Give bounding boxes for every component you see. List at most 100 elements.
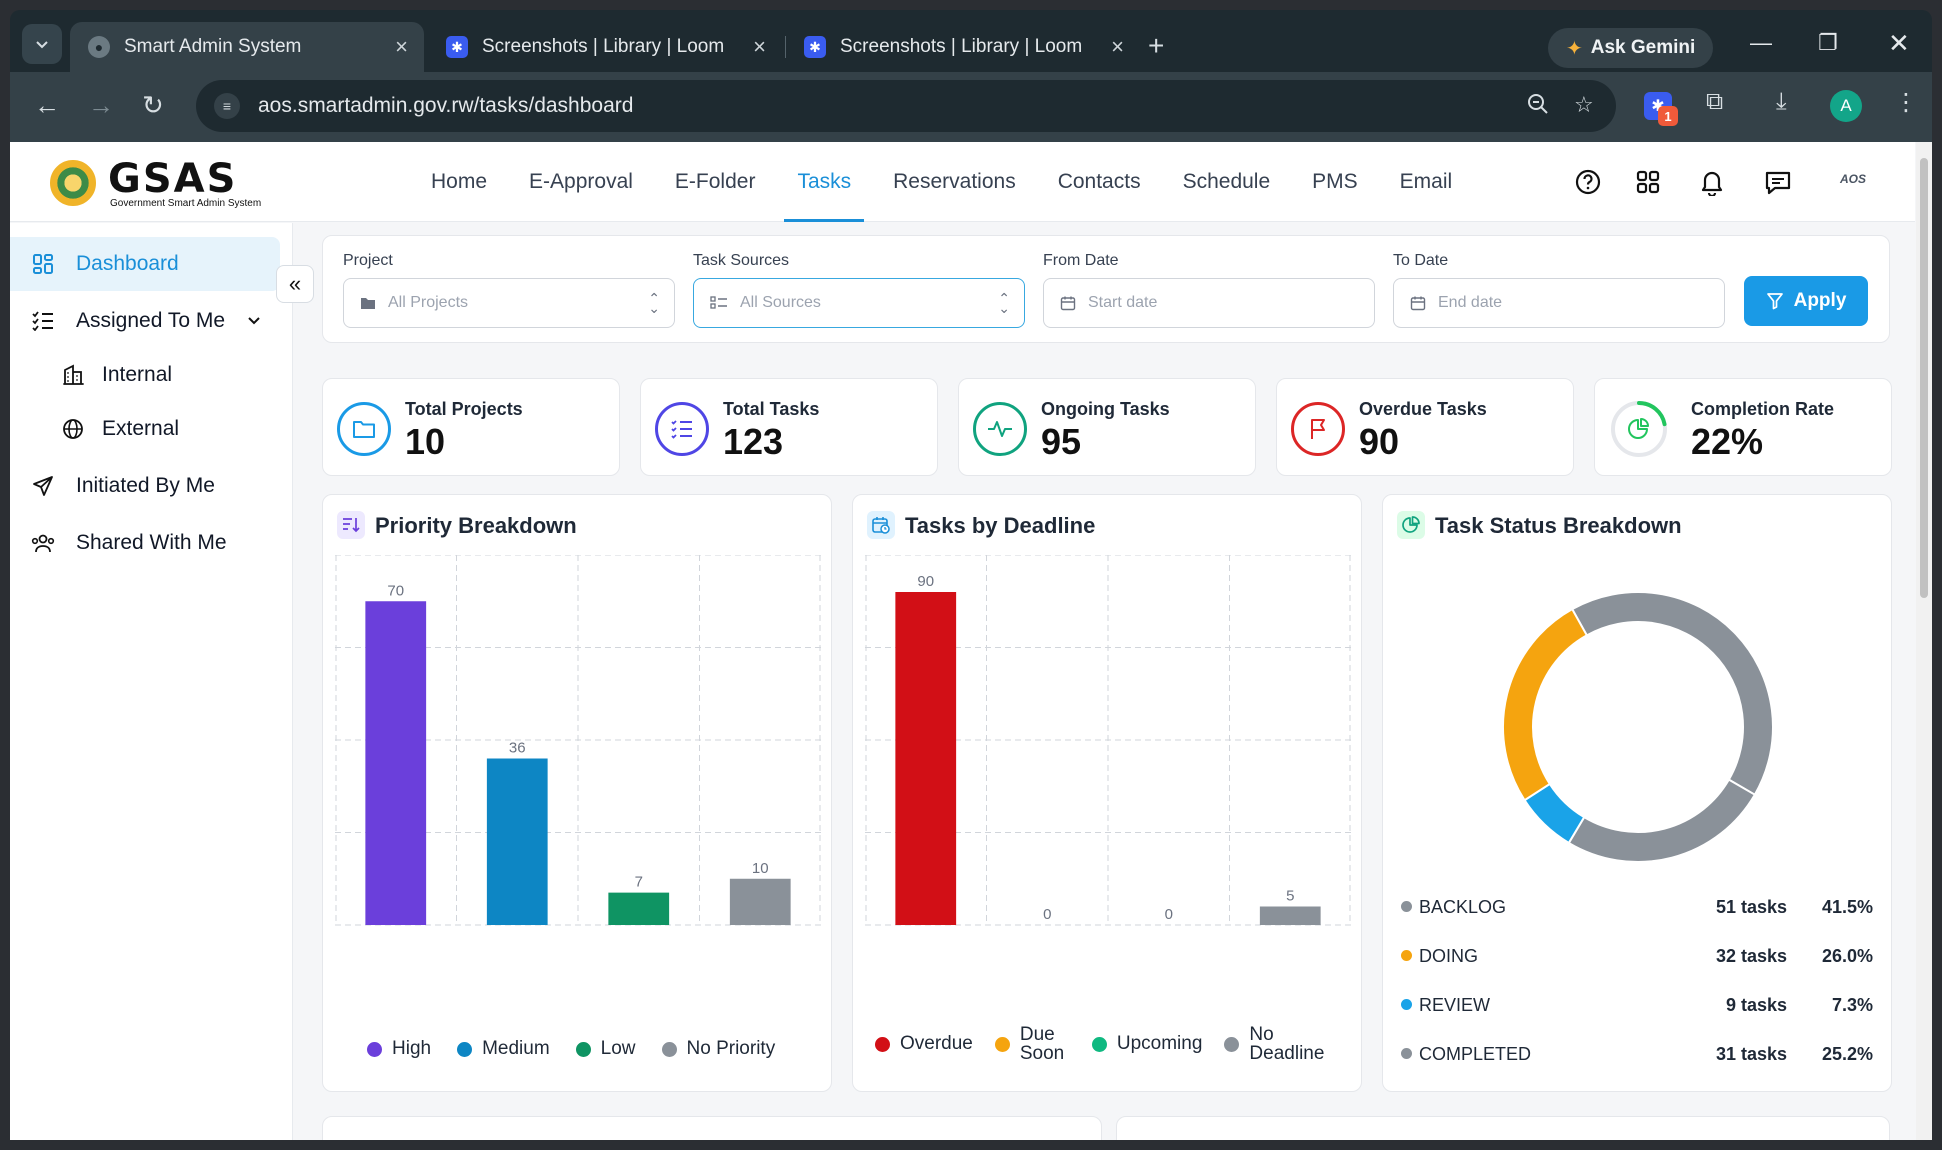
chat-icon[interactable] [1762,166,1794,198]
window-close-button[interactable]: ✕ [1888,28,1910,58]
legend-item-overdue[interactable]: Overdue [875,1033,973,1055]
bar-overdue[interactable] [895,592,957,925]
collapse-sidebar-button[interactable]: « [276,265,314,303]
sources-select-value: All Sources [740,294,821,311]
status-row-backlog: BACKLOG 51 tasks 41.5% [1401,893,1873,923]
extensions-puzzle-icon[interactable]: ⧉ [1706,88,1724,115]
donut-slice-completed[interactable] [1567,778,1757,863]
donut-slice-doing[interactable] [1502,607,1589,802]
browser-chrome: ● Smart Admin System × ✱ Screenshots | L… [10,10,1932,142]
bar-medium[interactable] [486,758,548,926]
project-select[interactable]: All Projects ⌃ ⌄ [343,278,675,328]
from-date-input[interactable]: Start date [1043,278,1375,328]
kebab-menu-icon[interactable]: ⋮ [1894,89,1918,116]
nav-pms[interactable]: PMS [1312,170,1358,193]
sidebar-item-shared-with-me[interactable]: Shared With Me [10,516,280,570]
bar-high[interactable] [365,601,427,925]
back-button[interactable]: ← [34,90,60,120]
legend-item-low[interactable]: Low [575,1038,636,1060]
stat-card-overdue-tasks: Overdue Tasks 90 [1276,378,1574,476]
nav-reservations[interactable]: Reservations [893,170,1016,193]
nav-schedule[interactable]: Schedule [1182,170,1271,193]
restore-button[interactable]: ❐ [1818,30,1838,55]
scrollbar-thumb[interactable] [1920,158,1928,598]
bar-low[interactable] [608,892,670,925]
dashboard-icon [28,253,58,275]
sidebar-item-label: Assigned To Me [76,309,226,332]
legend-label: Upcoming [1116,1033,1203,1054]
sidebar-item-external[interactable]: External [10,402,280,456]
browser-tab-3[interactable]: ✱ Screenshots | Library | Loom × [786,22,1140,72]
stat-card-total-tasks: Total Tasks 123 [640,378,938,476]
status-tasks: 51 tasks [1715,897,1787,917]
sidebar-item-internal[interactable]: Internal [10,348,280,402]
activity-icon [973,402,1027,456]
from-date-label: From Date [1043,252,1119,269]
address-bar[interactable]: ≡ aos.smartadmin.gov.rw/tasks/dashboard … [196,80,1616,132]
aos-brand-icon[interactable]: AOS [1840,172,1867,186]
profile-avatar[interactable]: A [1830,90,1862,122]
nav-tasks[interactable]: Tasks [776,142,872,222]
sidebar-item-initiated-by-me[interactable]: Initiated By Me [10,459,280,513]
chevron-down-icon[interactable] [246,310,262,334]
url-text[interactable]: aos.smartadmin.gov.rw/tasks/dashboard [258,94,634,117]
nav-e-folder[interactable]: E-Folder [674,170,756,193]
stat-label: Total Projects [405,399,523,419]
sources-select[interactable]: All Sources ⌃ ⌄ [693,278,1025,328]
updown-chevron-icon: ⌃ ⌄ [648,290,660,316]
list-icon [710,296,728,310]
page-scrollbar[interactable] [1916,142,1932,1140]
sidebar-item-assigned-to-me[interactable]: Assigned To Me [10,294,280,348]
browser-tab-2[interactable]: ✱ Screenshots | Library | Loom × [428,22,782,72]
help-icon[interactable] [1572,166,1604,198]
nav-email[interactable]: Email [1399,170,1453,193]
ask-gemini-button[interactable]: ✦ Ask Gemini [1548,28,1714,68]
bar-value-label: 90 [917,573,934,590]
minimize-button[interactable]: — [1750,30,1772,55]
bar-value-label: 7 [635,874,643,891]
to-date-placeholder: End date [1438,294,1503,311]
reload-button[interactable]: ↻ [142,90,164,120]
forward-button[interactable]: → [88,90,114,120]
legend-label: No Priority [686,1038,776,1059]
apps-grid-icon[interactable] [1632,166,1664,198]
legend-item-upcoming[interactable]: Upcoming [1091,1033,1203,1055]
legend-item-high[interactable]: High [367,1038,431,1060]
donut-slice-backlog[interactable] [1570,591,1774,797]
legend-dot [875,1036,890,1052]
legend-item-no-priority[interactable]: No Priority [661,1038,776,1060]
tab-search-button[interactable] [22,24,62,64]
to-date-input[interactable]: End date [1393,278,1725,328]
nav-e-approval[interactable]: E-Approval [529,170,633,193]
logo-text[interactable]: GSAS [108,156,238,202]
legend-item-medium[interactable]: Medium [457,1038,550,1060]
download-icon[interactable]: ⤓ [1776,88,1787,115]
status-tasks: 32 tasks [1715,946,1787,966]
calendar-clock-icon [867,511,895,539]
close-icon[interactable]: × [1111,34,1124,59]
new-tab-button[interactable]: + [1148,30,1165,61]
site-settings-icon[interactable]: ≡ [214,93,240,119]
apply-button[interactable]: Apply [1744,276,1868,326]
sidebar-item-dashboard[interactable]: Dashboard [10,237,280,291]
browser-tab-1[interactable]: ● Smart Admin System × [70,22,424,72]
project-label: Project [343,252,393,269]
task-status-breakdown-card: Task Status Breakdown BACKLOG 51 tasks 4… [1382,494,1892,1092]
sidebar-item-label: External [102,417,180,440]
status-percent: 25.2% [1821,1044,1873,1064]
nav-home[interactable]: Home [431,170,488,193]
close-icon[interactable]: × [753,34,766,59]
close-icon[interactable]: × [395,34,408,59]
gemini-label: Ask Gemini [1590,37,1696,58]
from-date-filter: From Date Start date [1043,252,1375,328]
zoom-icon[interactable] [1526,92,1550,122]
legend-item-due-soon[interactable]: Due Soon [994,1025,1070,1063]
bar-no-priority[interactable] [729,878,791,925]
bar-no-deadline[interactable] [1259,906,1321,926]
sidebar-item-label: Shared With Me [76,531,227,554]
bell-icon[interactable] [1696,166,1728,198]
nav-contacts[interactable]: Contacts [1057,170,1141,193]
bookmark-star-icon[interactable]: ☆ [1574,92,1594,117]
legend-dot [575,1041,591,1057]
legend-item-no-deadline[interactable]: No Deadline [1224,1025,1329,1063]
